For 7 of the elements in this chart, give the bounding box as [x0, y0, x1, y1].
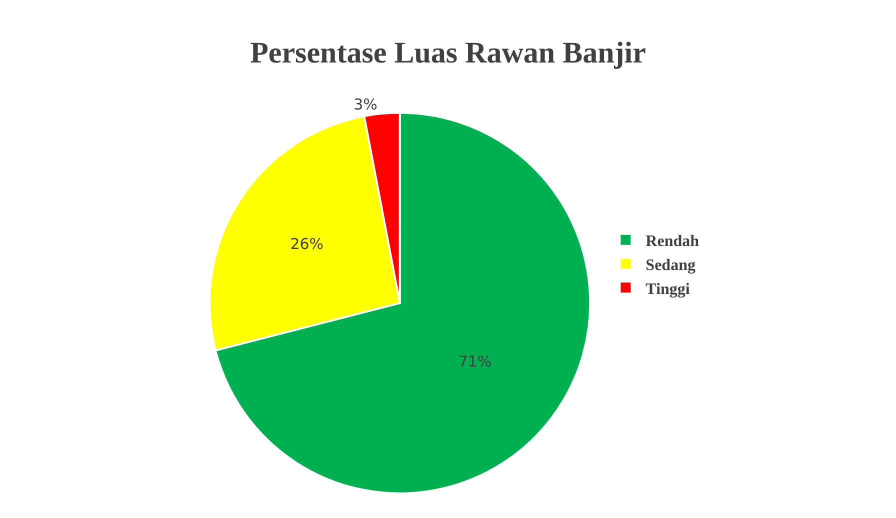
chart-title: Persentase Luas Rawan Banjir [250, 36, 646, 70]
data-label: 71% [458, 352, 492, 370]
legend-label: Rendah [646, 233, 700, 250]
legend-label: Tinggi [646, 280, 690, 298]
data-label: 3% [354, 96, 378, 114]
legend-label: Sedang [646, 256, 696, 274]
data-label: 26% [290, 235, 324, 254]
